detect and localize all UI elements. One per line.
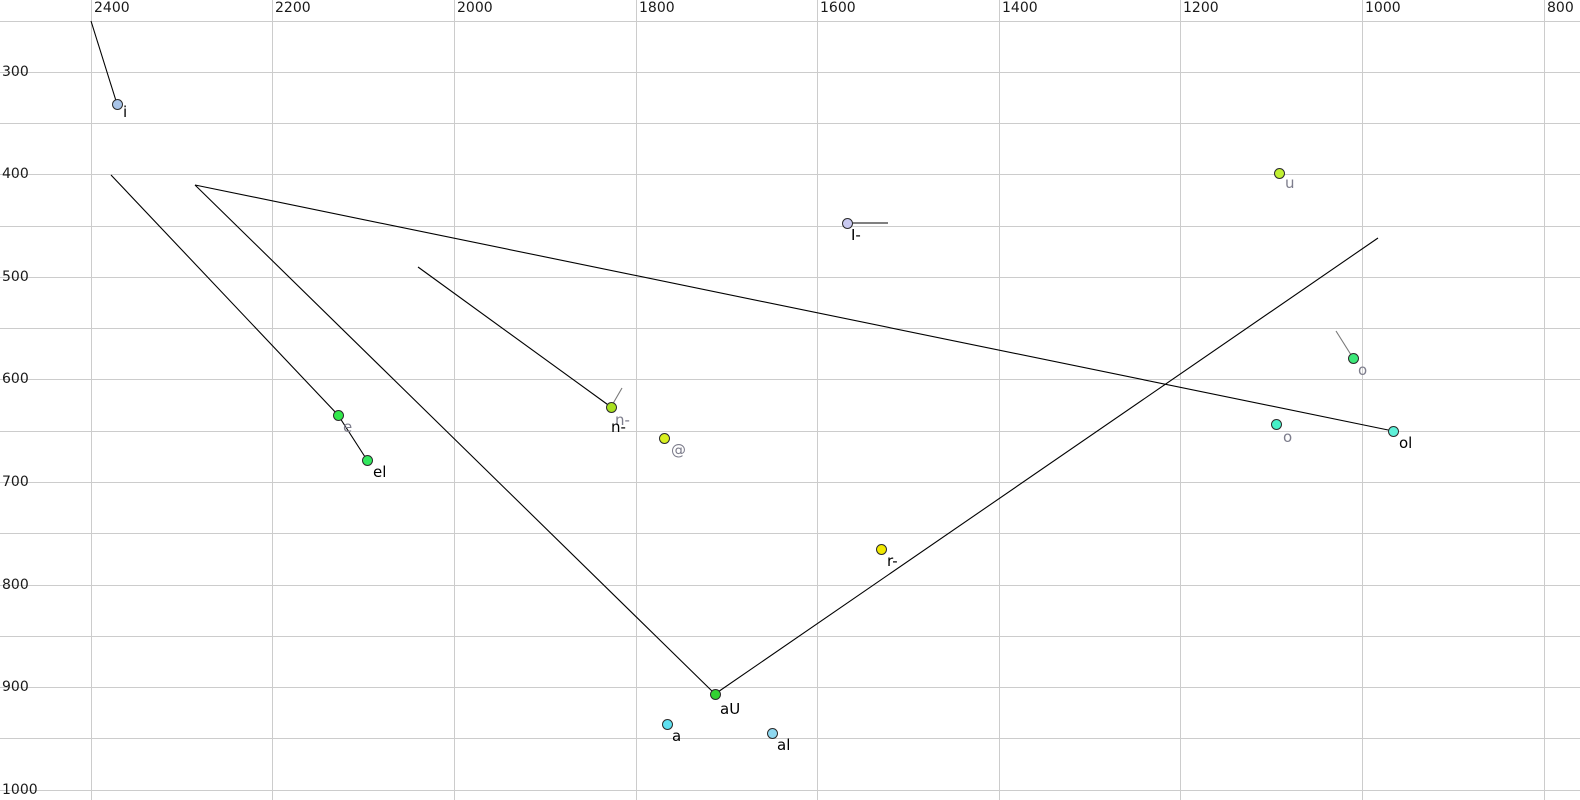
gridline-horizontal bbox=[0, 174, 1580, 175]
vowel-marker[interactable] bbox=[112, 99, 123, 110]
r-trajectory bbox=[714, 237, 1379, 695]
gridline-vertical bbox=[1362, 0, 1363, 800]
vowel-label: al bbox=[777, 736, 791, 754]
x-tick-label: 1400 bbox=[1002, 0, 1038, 16]
vowel-marker[interactable] bbox=[659, 433, 670, 444]
gridline-horizontal bbox=[0, 277, 1580, 278]
gridline-horizontal-minor bbox=[0, 328, 1580, 329]
gridline-horizontal bbox=[0, 379, 1580, 380]
gridline-horizontal-minor bbox=[0, 123, 1580, 124]
x-tick-label: 1800 bbox=[639, 0, 675, 16]
vowel-label: o bbox=[1283, 428, 1293, 446]
gridline-horizontal-minor bbox=[0, 738, 1580, 739]
vowel-label: u bbox=[1285, 174, 1295, 192]
vowel-marker[interactable] bbox=[606, 402, 617, 413]
vowel-marker[interactable] bbox=[767, 728, 778, 739]
y-tick-label: 700 bbox=[2, 474, 29, 490]
vowel-marker[interactable] bbox=[662, 719, 673, 730]
gridline-vertical bbox=[636, 0, 637, 800]
vowel-label: ol bbox=[1399, 434, 1413, 452]
vowel-label: n- bbox=[615, 411, 630, 429]
vowel-label: i bbox=[123, 103, 128, 121]
gridline-horizontal-minor bbox=[0, 431, 1580, 432]
y-tick-label: 500 bbox=[2, 269, 29, 285]
x-tick-label: 800 bbox=[1547, 0, 1574, 16]
vowel-marker[interactable] bbox=[710, 689, 721, 700]
gridline-vertical bbox=[454, 0, 455, 800]
gridline-horizontal bbox=[0, 687, 1580, 688]
vowel-label: a bbox=[672, 727, 682, 745]
y-tick-label: 400 bbox=[2, 166, 29, 182]
gridline-vertical bbox=[1544, 0, 1545, 800]
gridline-horizontal bbox=[0, 482, 1580, 483]
y-tick-label: 1000 bbox=[2, 782, 38, 798]
y-tick-label: 800 bbox=[2, 577, 29, 593]
gridline-horizontal bbox=[0, 790, 1580, 791]
au-trajectory bbox=[194, 184, 716, 695]
gridline-horizontal bbox=[0, 585, 1580, 586]
gridline-vertical bbox=[999, 0, 1000, 800]
vowel-label: aU bbox=[720, 700, 741, 718]
gridline-horizontal-minor bbox=[0, 21, 1580, 22]
vowel-label: el bbox=[373, 463, 387, 481]
y-tick-label: 300 bbox=[2, 64, 29, 80]
x-tick-label: 1600 bbox=[820, 0, 856, 16]
x-tick-label: 2400 bbox=[94, 0, 130, 16]
x-tick-label: 2200 bbox=[275, 0, 311, 16]
y-tick-label: 900 bbox=[2, 679, 29, 695]
vowel-label: r- bbox=[887, 552, 898, 570]
vowel-marker[interactable] bbox=[1348, 353, 1359, 364]
vowel-label: n- bbox=[611, 418, 626, 436]
vowel-marker[interactable] bbox=[1274, 168, 1285, 179]
vowel-marker[interactable] bbox=[1388, 426, 1399, 437]
i-trajectory bbox=[90, 20, 118, 105]
x-tick-label: 2000 bbox=[457, 0, 493, 16]
y-tick-label: 600 bbox=[2, 371, 29, 387]
ol-trajectory bbox=[194, 184, 1394, 432]
vowel-label: e bbox=[343, 418, 353, 436]
vowel-marker[interactable] bbox=[1271, 419, 1282, 430]
vowel-marker[interactable] bbox=[842, 218, 853, 229]
e-trajectory bbox=[110, 174, 368, 461]
vowel-label: I- bbox=[851, 226, 861, 244]
gridline-vertical bbox=[817, 0, 818, 800]
vowel-label: @ bbox=[671, 441, 686, 459]
vowel-label: o bbox=[1358, 361, 1368, 379]
gridline-vertical bbox=[1180, 0, 1181, 800]
gridline-horizontal-minor bbox=[0, 226, 1580, 227]
vowel-marker[interactable] bbox=[333, 410, 344, 421]
gridline-vertical bbox=[91, 0, 92, 800]
vowel-marker[interactable] bbox=[876, 544, 887, 555]
n-trajectory bbox=[417, 266, 612, 408]
x-tick-label: 1200 bbox=[1183, 0, 1219, 16]
gridline-horizontal bbox=[0, 72, 1580, 73]
x-tick-label: 1000 bbox=[1365, 0, 1401, 16]
vowel-marker[interactable] bbox=[362, 455, 373, 466]
gridline-horizontal-minor bbox=[0, 636, 1580, 637]
gridline-horizontal-minor bbox=[0, 533, 1580, 534]
gridline-vertical bbox=[272, 0, 273, 800]
